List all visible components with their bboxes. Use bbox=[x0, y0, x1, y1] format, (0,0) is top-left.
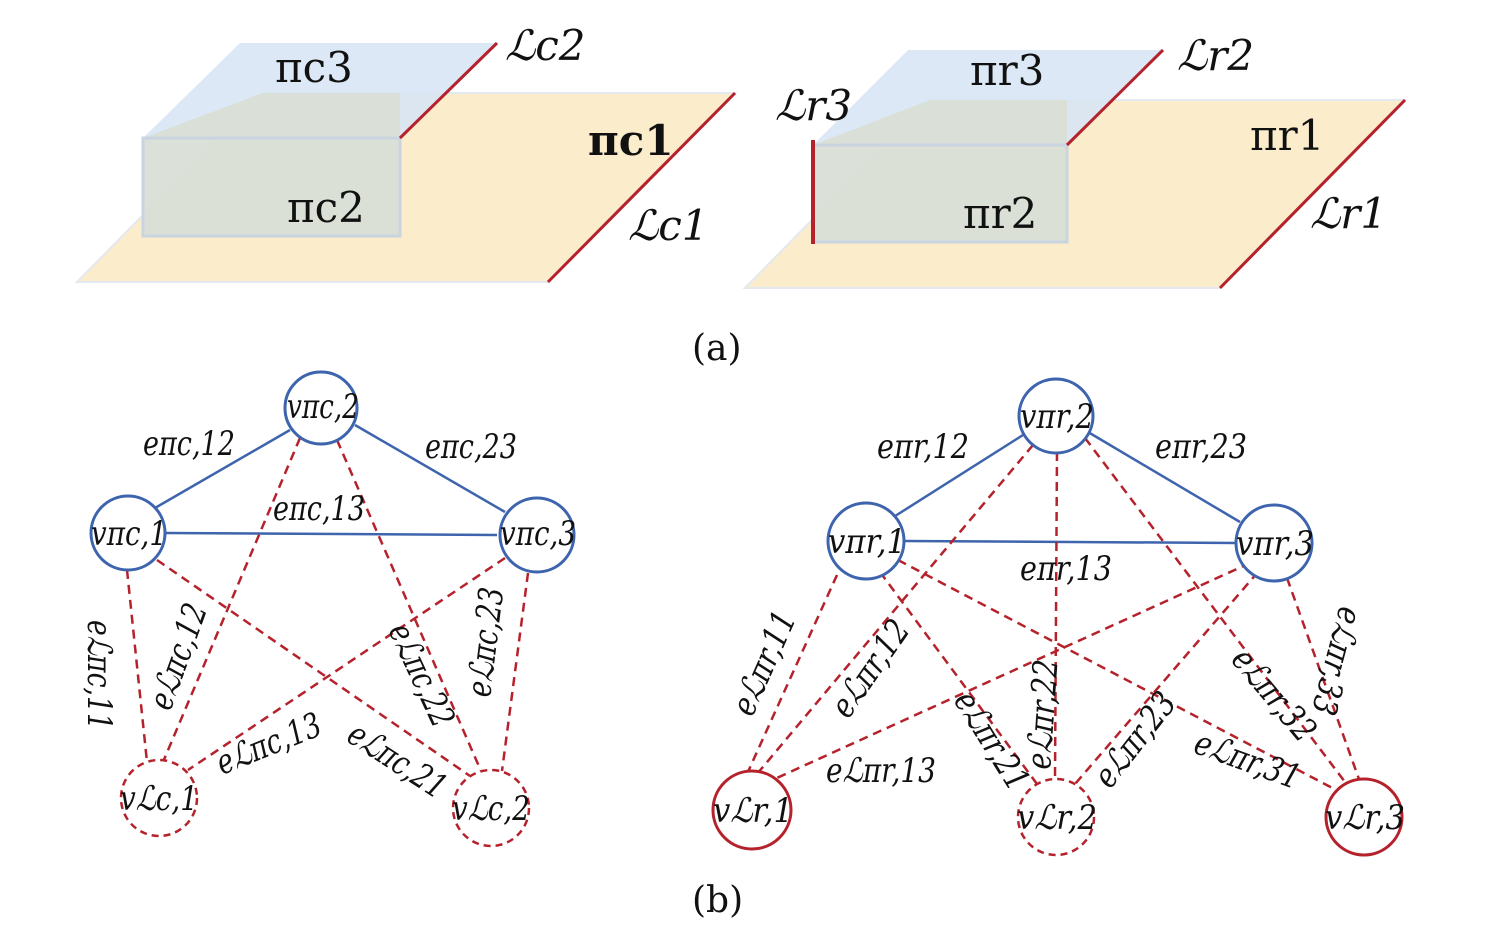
label-pi-r2: πr2 bbox=[963, 189, 1037, 238]
label-pi-r1: πr1 bbox=[1250, 111, 1324, 160]
label-v-pi-r-2: vπr,2 bbox=[1020, 397, 1094, 437]
label-e-L-pi-r-12: eℒπr,12 bbox=[823, 612, 919, 725]
label-pi-r3: πr3 bbox=[970, 46, 1044, 95]
label-v-L-c-2: vℒc,2 bbox=[452, 789, 530, 829]
overlap-region bbox=[143, 93, 400, 236]
label-e-L-pi-c-22: eℒπc,22 bbox=[380, 617, 463, 734]
line-L-c2 bbox=[398, 41, 499, 140]
edge-L-pi-r-31 bbox=[897, 558, 1341, 794]
label-e-L-pi-r-11: eℒπr,11 bbox=[724, 605, 805, 722]
edge-L-pi-c-12 bbox=[161, 437, 302, 763]
node-v-pi-r-3 bbox=[1234, 503, 1314, 583]
node-v-pi-c-1 bbox=[89, 494, 167, 572]
label-e-pi-r-13: eπr,13 bbox=[1020, 549, 1112, 589]
label-v-pi-r-1: vπr,1 bbox=[828, 522, 906, 562]
label-L-c1: ℒc1 bbox=[628, 201, 709, 250]
label-pi-c1: πc1 bbox=[588, 116, 674, 165]
label-e-L-pi-r-13: eℒπr,13 bbox=[826, 751, 936, 791]
node-v-pi-c-3 bbox=[498, 496, 576, 574]
line-L-r1 bbox=[1218, 98, 1407, 290]
label-pi-c3: πc3 bbox=[275, 43, 353, 92]
edge-pi-r-13 bbox=[902, 539, 1238, 545]
edge-pi-r-12 bbox=[891, 433, 1024, 520]
panel-a-right: πr3 πr2 πr1 ℒr2 ℒr3 ℒr1 bbox=[742, 31, 1408, 290]
label-e-L-pi-r-22: eℒπr,22 bbox=[1019, 658, 1067, 771]
node-v-L-r-2 bbox=[1016, 777, 1096, 857]
node-v-L-c-1 bbox=[119, 758, 199, 838]
label-e-pi-r-12: eπr,12 bbox=[877, 427, 969, 467]
overlap-region bbox=[813, 100, 1067, 242]
label-L-c2: ℒc2 bbox=[505, 21, 586, 70]
plane-pi-c2 bbox=[141, 136, 402, 238]
node-v-pi-c-2 bbox=[283, 370, 359, 446]
label-v-L-r-3: vℒr,3 bbox=[1325, 798, 1405, 838]
panel-b-left: vπc,2 vπc,1 vπc,3 vℒc,1 vℒc,2 eπc,12 eπc… bbox=[79, 370, 576, 848]
node-v-L-r-3 bbox=[1324, 777, 1404, 857]
caption-b: (b) bbox=[692, 880, 743, 921]
edge-pi-r-23 bbox=[1087, 430, 1241, 524]
label-e-pi-c-12: eπc,12 bbox=[143, 424, 235, 464]
label-e-L-pi-c-12: eℒπc,12 bbox=[141, 598, 216, 715]
edge-L-pi-c-23 bbox=[500, 572, 530, 772]
line-L-c1 bbox=[546, 91, 737, 284]
label-v-L-r-2: vℒr,2 bbox=[1017, 798, 1097, 838]
edge-L-pi-r-33 bbox=[1285, 577, 1362, 783]
label-e-pi-r-23: eπr,23 bbox=[1155, 427, 1247, 467]
edge-pi-c-13 bbox=[164, 531, 498, 537]
label-e-pi-c-23: eπc,23 bbox=[425, 427, 517, 467]
label-v-pi-c-3: vπc,3 bbox=[500, 514, 576, 554]
label-e-L-pi-r-33: eℒπr,33 bbox=[1303, 603, 1370, 720]
panel-b-right: vπr,2 vπr,1 vπr,3 vℒr,1 vℒr,2 vℒr,3 eπr,… bbox=[711, 377, 1405, 857]
label-v-pi-c-1: vπc,1 bbox=[91, 514, 167, 554]
edge-L-pi-r-13 bbox=[767, 561, 1251, 784]
label-v-L-r-1: vℒr,1 bbox=[713, 791, 793, 831]
label-L-r3: ℒr3 bbox=[775, 81, 852, 130]
caption-a: (a) bbox=[692, 328, 742, 369]
node-v-pi-r-1 bbox=[826, 501, 906, 581]
label-pi-c2: πc2 bbox=[287, 183, 365, 232]
edge-pi-c-23 bbox=[354, 423, 506, 514]
edge-L-pi-r-23 bbox=[1074, 571, 1259, 785]
line-L-r2 bbox=[1065, 48, 1165, 147]
node-v-L-c-2 bbox=[451, 768, 531, 848]
edge-L-pi-r-32 bbox=[1084, 437, 1346, 783]
node-v-L-r-1 bbox=[711, 769, 793, 851]
node-v-pi-r-2 bbox=[1017, 377, 1095, 455]
label-v-pi-r-3: vπr,3 bbox=[1236, 524, 1314, 564]
label-e-L-pi-c-13: eℒπc,13 bbox=[210, 705, 327, 783]
panel-a-left: πc3 πc2 πc1 ℒc2 ℒc1 bbox=[74, 21, 738, 284]
edge-L-pi-r-22 bbox=[1053, 451, 1059, 779]
label-L-r1: ℒr1 bbox=[1310, 189, 1387, 238]
edge-L-pi-c-22 bbox=[335, 439, 483, 772]
edge-L-pi-c-13 bbox=[187, 556, 506, 772]
label-L-r2: ℒr2 bbox=[1177, 31, 1254, 80]
edge-L-pi-c-21 bbox=[156, 558, 471, 778]
label-v-pi-c-2: vπc,2 bbox=[287, 387, 359, 427]
edge-L-pi-c-11 bbox=[125, 569, 149, 763]
edge-L-pi-r-12 bbox=[756, 444, 1034, 775]
label-e-L-pi-c-23: eℒπc,23 bbox=[459, 585, 512, 699]
label-v-L-c-1: vℒc,1 bbox=[120, 779, 198, 819]
label-e-L-pi-r-23: eℒπr,23 bbox=[1086, 684, 1185, 795]
label-e-pi-c-13: eπc,13 bbox=[273, 489, 365, 529]
edge-L-pi-r-11 bbox=[745, 574, 839, 775]
label-e-L-pi-c-11: eℒπc,11 bbox=[79, 620, 119, 730]
edge-pi-c-12 bbox=[154, 428, 291, 510]
